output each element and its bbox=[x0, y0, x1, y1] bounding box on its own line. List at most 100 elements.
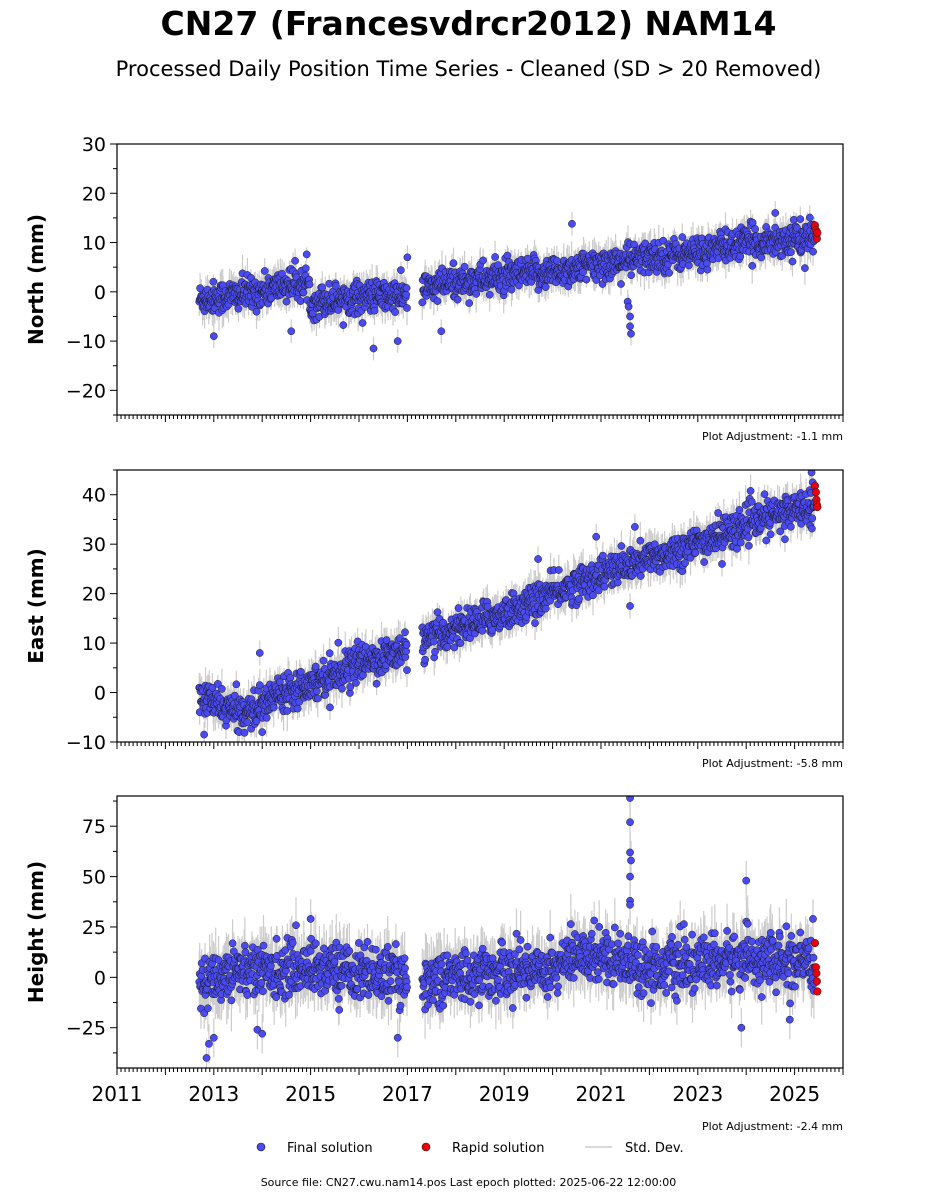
final-point bbox=[230, 691, 239, 700]
final-point bbox=[748, 218, 757, 227]
final-point bbox=[757, 253, 766, 262]
final-point bbox=[209, 277, 218, 286]
final-point bbox=[295, 697, 304, 706]
final-point bbox=[479, 256, 487, 265]
final-point bbox=[358, 319, 367, 327]
north-panel: −20 −10 0 10 20 30 North (mm) Plot Adjustment: … bbox=[24, 134, 844, 443]
y-tick-label: 10 bbox=[82, 233, 106, 255]
final-point bbox=[313, 687, 321, 696]
final-point bbox=[311, 662, 320, 671]
final-point bbox=[262, 713, 271, 722]
final-point bbox=[403, 304, 411, 312]
final-point bbox=[624, 302, 633, 311]
final-point bbox=[369, 344, 378, 353]
final-point bbox=[491, 253, 499, 261]
north-y-axis: −20 −10 0 10 20 30 North (mm) bbox=[24, 134, 117, 416]
final-point bbox=[507, 285, 516, 294]
final-point bbox=[541, 283, 550, 291]
y-tick-label: −20 bbox=[66, 380, 106, 402]
final-point bbox=[325, 649, 334, 658]
final-point bbox=[213, 680, 222, 688]
final-point bbox=[678, 233, 687, 241]
final-point bbox=[286, 674, 295, 682]
final-point bbox=[301, 264, 310, 273]
final-point bbox=[736, 252, 745, 261]
final-point bbox=[339, 321, 348, 329]
final-point bbox=[437, 327, 446, 336]
final-point bbox=[299, 288, 308, 297]
final-point bbox=[627, 329, 635, 338]
final-point bbox=[332, 282, 340, 290]
final-point bbox=[196, 284, 204, 293]
y-tick-label: 20 bbox=[82, 183, 106, 205]
final-point bbox=[313, 694, 322, 703]
final-point bbox=[460, 262, 469, 271]
final-point bbox=[393, 337, 402, 345]
rapid-point bbox=[813, 228, 822, 237]
final-point bbox=[665, 269, 673, 277]
final-point bbox=[788, 257, 797, 266]
final-point bbox=[453, 295, 462, 304]
final-point bbox=[751, 225, 759, 233]
final-point bbox=[291, 256, 299, 265]
final-point bbox=[318, 283, 327, 292]
north-data bbox=[195, 201, 822, 361]
final-point bbox=[293, 704, 302, 713]
final-point bbox=[787, 248, 795, 256]
east-data bbox=[195, 470, 822, 742]
final-point bbox=[703, 265, 712, 274]
final-point bbox=[296, 297, 305, 305]
y-tick-label: 30 bbox=[82, 134, 106, 156]
final-point bbox=[218, 685, 226, 693]
final-point bbox=[334, 638, 343, 647]
final-point bbox=[579, 268, 587, 276]
north-plot-adjustment: Plot Adjustment: -1.1 mm bbox=[702, 430, 843, 443]
final-point bbox=[234, 304, 243, 313]
final-point bbox=[418, 298, 427, 307]
final-point bbox=[465, 299, 474, 307]
final-point bbox=[617, 280, 625, 288]
final-point bbox=[243, 718, 252, 726]
north-rapid-points bbox=[810, 221, 822, 243]
final-point bbox=[627, 271, 636, 280]
chart-subtitle: Processed Daily Position Time Series - C… bbox=[115, 57, 822, 81]
final-point bbox=[582, 275, 591, 284]
final-point bbox=[568, 219, 576, 228]
final-point bbox=[748, 261, 757, 270]
final-point bbox=[805, 213, 814, 222]
final-point bbox=[370, 306, 379, 315]
final-point bbox=[449, 259, 458, 268]
north-x-axis bbox=[116, 415, 844, 422]
final-point bbox=[209, 332, 218, 341]
final-point bbox=[403, 253, 412, 262]
final-point bbox=[338, 684, 346, 693]
final-point bbox=[626, 322, 634, 331]
final-point bbox=[319, 656, 328, 665]
final-point bbox=[796, 215, 805, 223]
final-point bbox=[503, 251, 512, 260]
east-final-points bbox=[195, 470, 819, 739]
final-point bbox=[252, 717, 261, 726]
final-point bbox=[397, 266, 405, 274]
y-tick-label: −10 bbox=[66, 331, 106, 353]
final-point bbox=[287, 327, 296, 336]
final-point bbox=[260, 267, 269, 275]
final-point bbox=[208, 683, 217, 692]
final-point bbox=[684, 261, 693, 270]
final-point bbox=[252, 307, 261, 316]
final-point bbox=[255, 681, 264, 689]
final-point bbox=[391, 308, 399, 316]
final-point bbox=[626, 312, 634, 321]
final-point bbox=[402, 290, 411, 299]
final-point bbox=[641, 239, 650, 248]
final-point bbox=[305, 280, 314, 289]
final-point bbox=[269, 703, 278, 712]
chart-title: CN27 (Francesvdrcr2012) NAM14 bbox=[160, 4, 777, 43]
north-y-axis-label: North (mm) bbox=[24, 214, 48, 345]
final-point bbox=[801, 264, 809, 272]
north-final-points bbox=[195, 209, 819, 353]
y-tick-label: 0 bbox=[94, 282, 106, 304]
final-point bbox=[809, 247, 817, 256]
